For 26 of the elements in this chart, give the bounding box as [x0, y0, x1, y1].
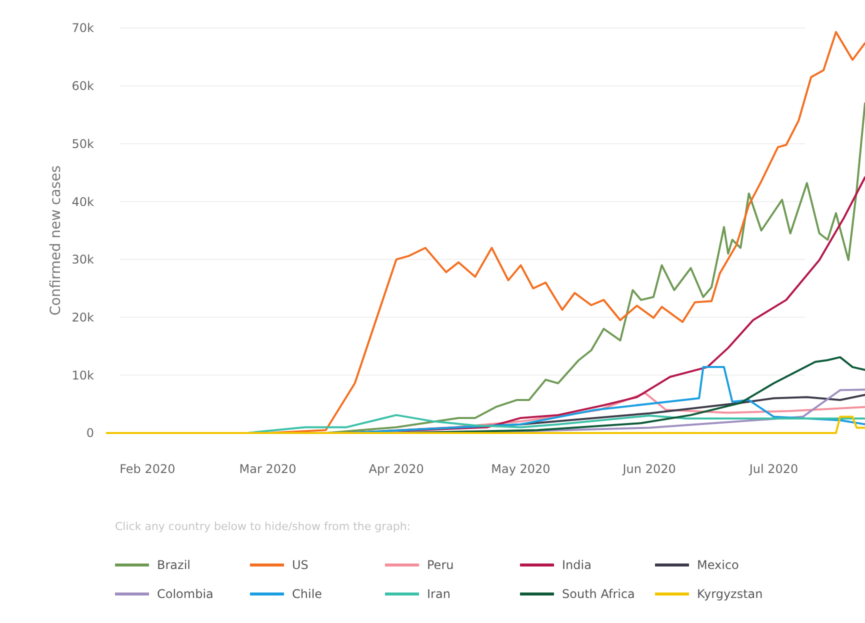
x-tick-label: May 2020	[491, 462, 550, 476]
legend-label: South Africa	[562, 587, 635, 602]
legend-title: Click any country below to hide/show from the graph:	[115, 520, 411, 533]
y-tick-label: 30k	[72, 252, 94, 267]
x-tick-label: Jul 2020	[748, 462, 798, 476]
y-tick-label: 60k	[72, 79, 94, 94]
x-tick-label: Feb 2020	[120, 462, 176, 476]
x-tick-label: Apr 2020	[368, 462, 424, 476]
y-tick-label: 10k	[72, 368, 94, 382]
legend-label: India	[562, 558, 592, 572]
x-tick-label: Mar 2020	[239, 462, 296, 476]
legend-label: US	[292, 558, 308, 572]
y-tick-label: 50k	[72, 136, 94, 151]
legend-label: Iran	[427, 587, 450, 602]
legend-label: Kyrgyzstan	[697, 587, 763, 602]
x-tick-label: Jun 2020	[622, 462, 676, 476]
y-tick-label: 70k	[72, 21, 94, 36]
legend-label: Mexico	[697, 558, 739, 572]
legend-label: Peru	[427, 558, 454, 572]
legend-label: Colombia	[157, 587, 214, 602]
y-tick-label: 40k	[72, 194, 94, 209]
legend-label: Brazil	[157, 558, 190, 572]
y-tick-label: 0	[86, 426, 94, 440]
y-axis-title: Confirmed new cases	[48, 166, 64, 316]
y-tick-label: 20k	[72, 310, 94, 324]
legend-label: Chile	[292, 587, 322, 602]
